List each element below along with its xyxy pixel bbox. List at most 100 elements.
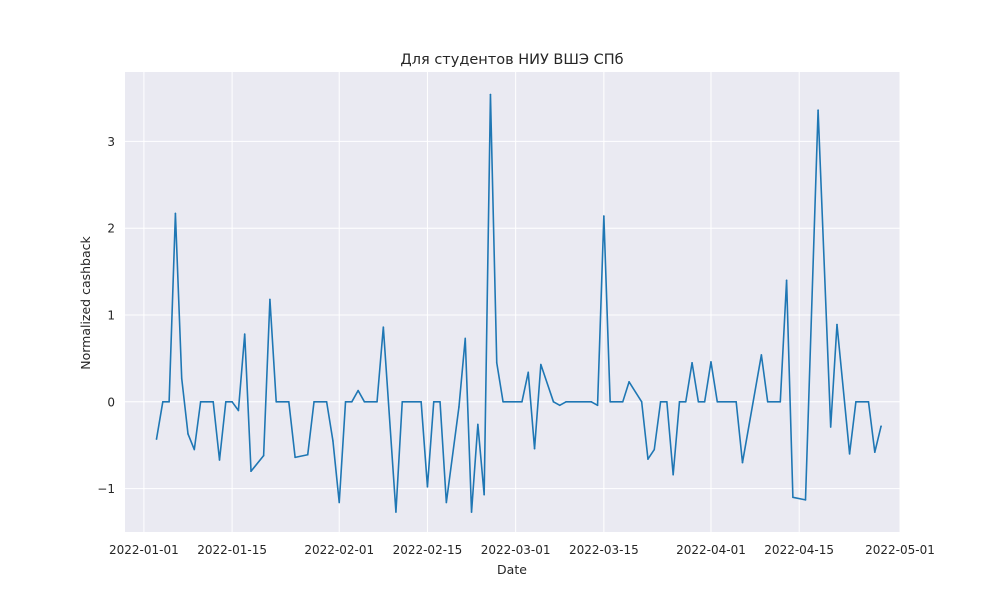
x-tick-label: 2022-04-15 bbox=[764, 543, 834, 557]
data-point bbox=[338, 501, 341, 504]
data-point bbox=[647, 458, 649, 460]
data-point bbox=[666, 401, 668, 403]
data-point bbox=[344, 401, 347, 403]
data-point bbox=[653, 448, 656, 451]
data-points bbox=[155, 93, 882, 513]
data-point bbox=[716, 401, 719, 403]
data-point bbox=[174, 212, 177, 215]
data-point bbox=[212, 401, 215, 403]
y-tick-labels: 3 2 1 0 −1 bbox=[97, 135, 115, 496]
data-point bbox=[552, 401, 555, 403]
data-point bbox=[590, 401, 593, 403]
data-point bbox=[382, 326, 385, 328]
data-point bbox=[640, 401, 643, 403]
data-point bbox=[206, 401, 208, 403]
data-point bbox=[829, 426, 832, 428]
data-point bbox=[855, 401, 857, 403]
data-point bbox=[735, 401, 737, 403]
data-point bbox=[187, 433, 189, 435]
data-point bbox=[262, 454, 265, 457]
data-point bbox=[231, 401, 233, 403]
x-tick-label: 2022-02-15 bbox=[393, 543, 463, 557]
y-tick-label: 2 bbox=[107, 222, 115, 236]
data-point bbox=[168, 401, 170, 403]
data-point bbox=[363, 401, 366, 403]
data-point bbox=[464, 337, 467, 340]
data-point bbox=[243, 333, 246, 335]
data-point bbox=[288, 401, 290, 403]
x-tick-labels: 2022-01-01 2022-01-15 2022-02-01 2022-02-15… bbox=[109, 543, 935, 557]
data-point bbox=[199, 401, 202, 403]
data-point bbox=[766, 401, 769, 403]
x-gridlines bbox=[143, 72, 901, 532]
data-point bbox=[873, 451, 876, 453]
data-point bbox=[785, 279, 788, 282]
data-point bbox=[741, 461, 744, 464]
data-point bbox=[332, 440, 334, 442]
y-tick-label: 1 bbox=[107, 309, 115, 323]
data-point bbox=[836, 323, 838, 326]
x-tick-label: 2022-03-01 bbox=[481, 543, 551, 557]
data-point bbox=[489, 93, 492, 96]
data-point bbox=[470, 511, 473, 513]
data-point bbox=[218, 459, 221, 461]
x-tick-label: 2022-01-01 bbox=[109, 543, 179, 557]
data-point bbox=[401, 401, 404, 403]
data-point bbox=[432, 401, 435, 403]
y-axis-label: Normalized cashback bbox=[78, 235, 93, 369]
x-tick-label: 2022-01-15 bbox=[197, 543, 267, 557]
data-point bbox=[313, 401, 315, 403]
data-point bbox=[420, 401, 422, 403]
data-point bbox=[495, 361, 498, 364]
data-point bbox=[533, 447, 536, 450]
data-point bbox=[426, 486, 429, 488]
data-point bbox=[502, 401, 504, 403]
data-point bbox=[817, 109, 819, 111]
data-point bbox=[162, 401, 164, 403]
data-point bbox=[603, 215, 605, 217]
data-point bbox=[804, 499, 807, 501]
data-point bbox=[659, 401, 662, 403]
data-point bbox=[357, 389, 359, 392]
plot-area bbox=[125, 72, 900, 532]
data-point bbox=[540, 363, 542, 366]
data-point bbox=[880, 425, 882, 427]
data-point bbox=[792, 496, 794, 499]
x-tick-label: 2022-03-15 bbox=[569, 543, 639, 557]
data-point bbox=[155, 438, 158, 440]
data-point bbox=[445, 501, 448, 504]
y-tick-label: 3 bbox=[107, 135, 115, 149]
data-point bbox=[621, 401, 624, 403]
data-point bbox=[376, 401, 378, 403]
data-point bbox=[760, 354, 763, 356]
data-point bbox=[867, 401, 870, 403]
data-point bbox=[609, 401, 611, 403]
data-point bbox=[237, 409, 240, 412]
data-point bbox=[703, 401, 706, 403]
data-point bbox=[269, 298, 271, 301]
data-point bbox=[691, 361, 693, 364]
data-point bbox=[628, 381, 630, 383]
data-point bbox=[672, 473, 674, 476]
data-point bbox=[439, 401, 441, 403]
data-point bbox=[710, 361, 712, 363]
x-axis-label: Date bbox=[497, 562, 527, 577]
data-point bbox=[193, 448, 196, 451]
x-tick-label: 2022-04-01 bbox=[676, 543, 746, 557]
data-point bbox=[483, 493, 485, 496]
y-tick-label: −1 bbox=[97, 482, 115, 496]
data-point bbox=[848, 453, 851, 455]
data-point bbox=[596, 404, 599, 407]
data-point bbox=[351, 401, 353, 403]
data-point bbox=[325, 401, 328, 403]
data-point bbox=[521, 401, 523, 403]
data-point bbox=[678, 401, 681, 403]
data-point bbox=[250, 470, 252, 473]
x-tick-label: 2022-05-01 bbox=[865, 543, 935, 557]
data-point bbox=[275, 401, 278, 403]
chart-title: Для студентов НИУ ВШЭ СПб bbox=[400, 52, 623, 68]
data-point bbox=[395, 511, 397, 513]
data-point bbox=[527, 371, 530, 374]
data-point bbox=[697, 401, 700, 403]
